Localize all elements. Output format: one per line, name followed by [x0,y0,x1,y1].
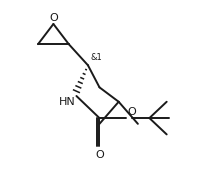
Text: HN: HN [59,97,75,107]
Text: O: O [127,107,136,117]
Text: &1: &1 [91,53,103,62]
Text: O: O [49,13,58,23]
Text: O: O [95,150,104,160]
